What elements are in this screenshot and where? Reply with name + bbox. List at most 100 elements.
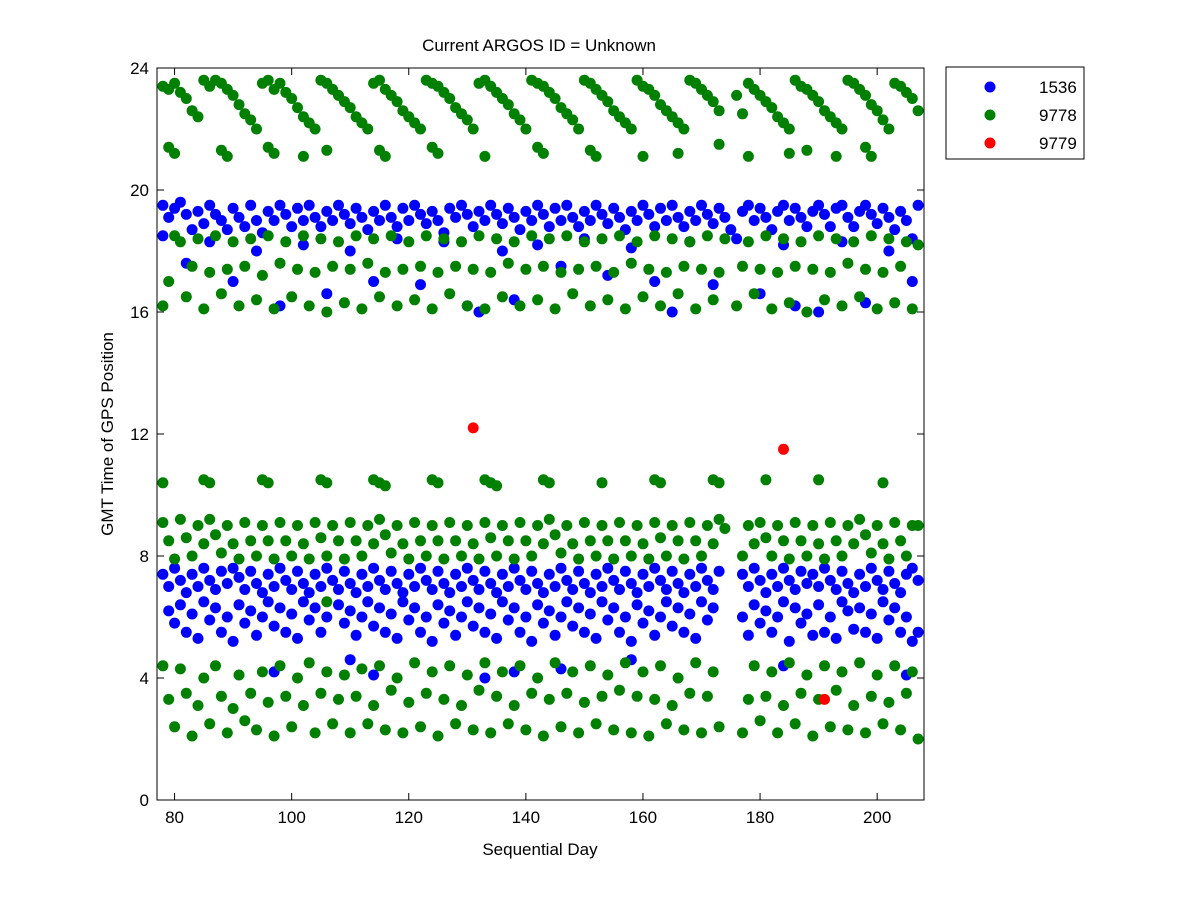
data-point — [707, 584, 719, 595]
data-point — [379, 529, 391, 541]
data-point — [578, 517, 590, 528]
data-point — [760, 211, 772, 223]
data-point — [297, 215, 309, 226]
data-point — [871, 574, 883, 586]
data-point — [537, 587, 549, 599]
data-point — [684, 517, 696, 528]
data-point — [491, 550, 503, 562]
data-point — [473, 602, 485, 614]
data-point — [748, 288, 760, 300]
data-point — [889, 297, 901, 309]
data-point — [760, 474, 772, 486]
data-point — [748, 538, 760, 550]
data-point — [409, 294, 421, 306]
data-point — [549, 93, 561, 104]
data-point — [631, 599, 643, 611]
data-point — [204, 266, 216, 278]
data-point — [883, 233, 895, 245]
data-point — [215, 288, 227, 300]
data-point — [491, 480, 503, 492]
data-point — [543, 568, 555, 580]
data-point — [374, 660, 385, 672]
data-point — [502, 257, 514, 269]
data-point — [485, 532, 497, 544]
data-point — [444, 605, 456, 617]
data-point — [549, 202, 561, 214]
data-point — [251, 294, 262, 306]
data-point — [420, 574, 432, 586]
data-point — [467, 422, 479, 434]
data-point — [860, 727, 871, 739]
data-point — [573, 727, 585, 739]
data-point — [537, 730, 549, 742]
data-point — [631, 520, 643, 531]
data-point — [912, 199, 924, 211]
data-point — [707, 279, 719, 291]
data-point — [262, 596, 274, 608]
data-point — [819, 626, 830, 638]
data-point — [233, 599, 245, 611]
data-point — [631, 215, 643, 226]
data-point — [690, 632, 702, 644]
data-point — [860, 626, 871, 638]
x-tick-label: 100 — [277, 808, 305, 827]
data-point — [379, 584, 391, 595]
data-point — [338, 553, 350, 565]
data-point — [719, 211, 731, 223]
data-point — [760, 230, 772, 242]
data-point — [895, 535, 907, 547]
data-point — [590, 199, 602, 211]
data-point — [292, 672, 303, 684]
data-point — [772, 727, 784, 739]
data-point — [602, 96, 614, 108]
data-point — [456, 611, 467, 623]
data-point — [514, 626, 526, 638]
data-point — [485, 608, 497, 620]
data-point — [496, 520, 508, 531]
data-point — [567, 114, 579, 126]
data-point — [637, 617, 649, 629]
data-point — [625, 635, 637, 647]
data-point — [420, 230, 432, 242]
data-point — [169, 147, 181, 159]
data-point — [169, 562, 181, 574]
data-point — [807, 629, 819, 641]
data-point — [906, 276, 918, 287]
data-point — [707, 96, 719, 108]
legend-marker — [984, 109, 996, 121]
data-point — [660, 266, 672, 278]
data-point — [420, 611, 432, 623]
data-point — [742, 693, 754, 705]
data-point — [860, 199, 871, 211]
data-point — [227, 236, 239, 248]
data-point — [526, 550, 538, 562]
data-point — [807, 263, 819, 275]
data-point — [707, 218, 719, 230]
data-point — [344, 578, 356, 589]
data-point — [514, 517, 526, 528]
data-point — [268, 620, 280, 632]
data-point — [555, 611, 567, 623]
data-point — [221, 224, 233, 236]
data-point — [783, 657, 795, 669]
data-point — [362, 257, 374, 269]
data-point — [590, 260, 602, 272]
data-point — [619, 303, 631, 315]
legend-label: 9778 — [1039, 106, 1077, 125]
data-point — [883, 553, 895, 565]
data-point — [239, 221, 251, 233]
data-point — [157, 300, 169, 312]
data-point — [280, 208, 292, 220]
data-point — [532, 672, 544, 684]
data-point — [608, 602, 620, 614]
data-point — [614, 626, 625, 638]
data-point — [192, 205, 204, 217]
data-point — [397, 263, 409, 275]
data-point — [701, 574, 713, 586]
data-point — [666, 565, 678, 577]
data-point — [906, 303, 918, 315]
data-point — [491, 632, 503, 644]
data-point — [655, 532, 666, 544]
data-point — [297, 596, 309, 608]
data-point — [631, 587, 643, 599]
